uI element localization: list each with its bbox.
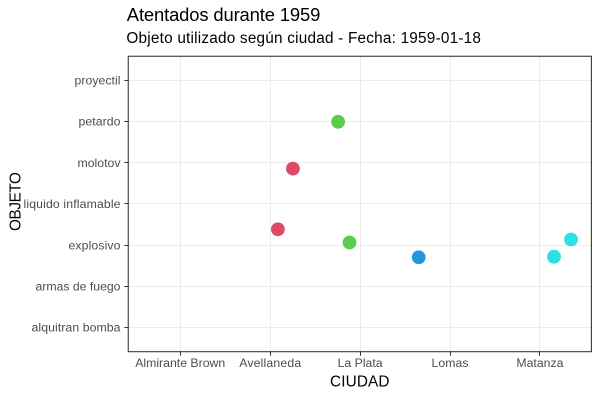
- svg-text:explosivo: explosivo: [69, 238, 121, 252]
- svg-text:liquido inflamable: liquido inflamable: [24, 197, 121, 211]
- svg-text:CIUDAD: CIUDAD: [330, 373, 390, 390]
- svg-text:OBJETO: OBJETO: [7, 172, 24, 231]
- svg-text:Lomas: Lomas: [432, 356, 469, 370]
- svg-text:Almirante Brown: Almirante Brown: [135, 356, 225, 370]
- svg-text:Avellaneda: Avellaneda: [239, 356, 301, 370]
- svg-text:La Plata: La Plata: [338, 356, 383, 370]
- svg-text:petardo: petardo: [79, 115, 121, 129]
- svg-text:armas de fuego: armas de fuego: [36, 280, 121, 294]
- svg-text:Matanza: Matanza: [516, 356, 563, 370]
- svg-text:proyectil: proyectil: [75, 74, 121, 88]
- svg-text:molotov: molotov: [78, 156, 122, 170]
- svg-text:alquitran bomba: alquitran bomba: [32, 321, 121, 335]
- svg-text:Atentados durante 1959: Atentados durante 1959: [127, 4, 320, 25]
- svg-text:Objeto utilizado según ciudad: Objeto utilizado según ciudad - Fecha: 1…: [126, 30, 481, 47]
